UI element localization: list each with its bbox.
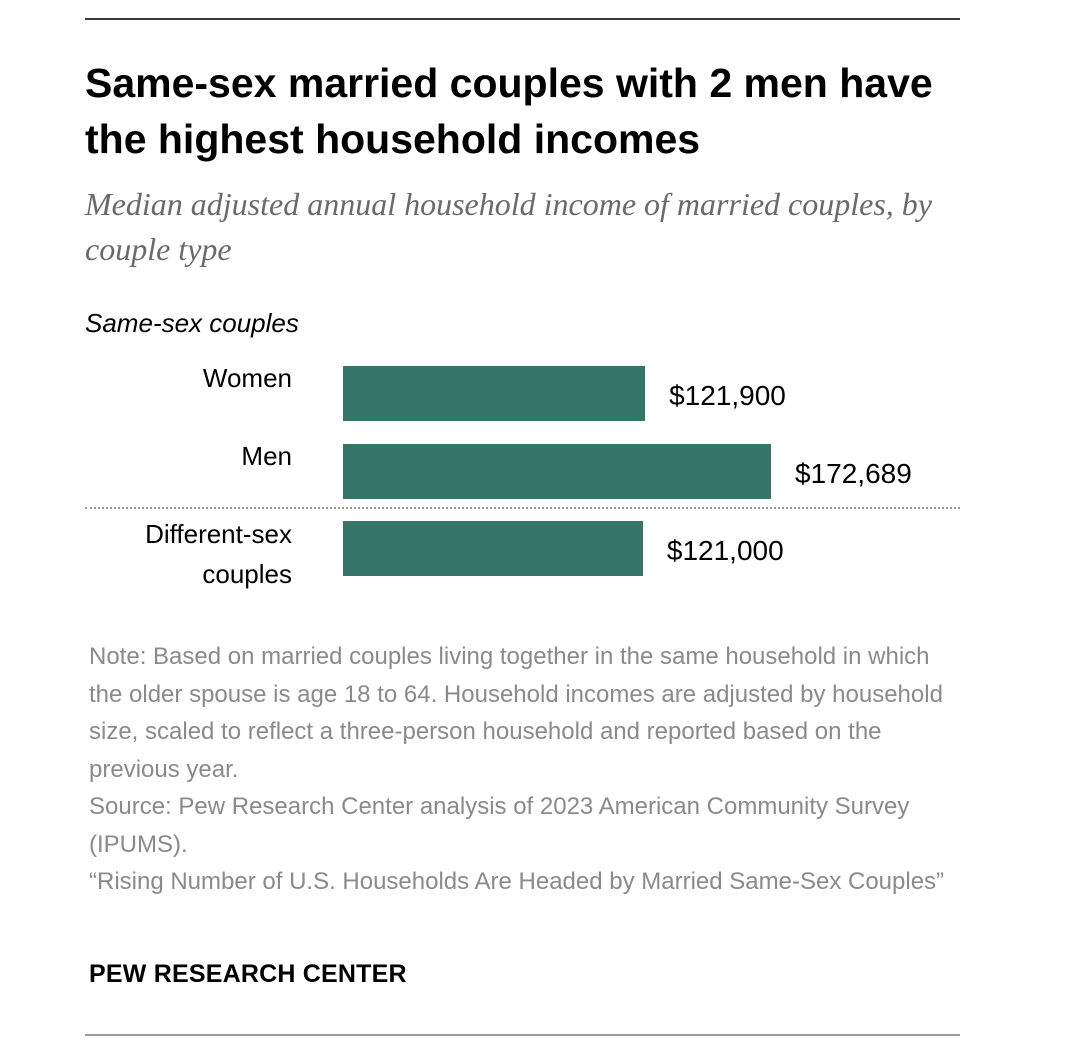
category-label-women: Women (202, 363, 292, 393)
category-label-men: Men (241, 441, 292, 471)
bar-women (343, 366, 646, 421)
value-label-men: $172,689 (795, 457, 912, 489)
value-label-women: $121,900 (669, 379, 786, 411)
top-rule (85, 18, 960, 20)
section-label-same-sex: Same-sex couples (85, 308, 299, 338)
bar-different-sex (343, 521, 643, 576)
group-divider (85, 507, 960, 509)
chart-subtitle: Median adjusted annual household income … (85, 186, 932, 267)
category-label-different-sex: Different-sex couples (145, 514, 292, 594)
bar-men (343, 444, 771, 499)
bottom-rule (85, 1034, 960, 1036)
category-label-different-sex-line1: Different-sex (145, 519, 292, 549)
note-text: Note: Based on married couples living to… (89, 643, 943, 783)
chart-title: Same-sex married couples with 2 men have… (85, 60, 933, 162)
report-title-text: “Rising Number of U.S. Households Are He… (89, 868, 945, 895)
category-label-different-sex-line2: couples (202, 559, 292, 589)
notes-block: Note: Based on married couples living to… (89, 638, 949, 901)
source-text: Source: Pew Research Center analysis of … (89, 793, 910, 858)
pew-research-center-logo: PEW RESEARCH CENTER (89, 960, 407, 988)
value-label-different-sex: $121,000 (666, 534, 784, 566)
